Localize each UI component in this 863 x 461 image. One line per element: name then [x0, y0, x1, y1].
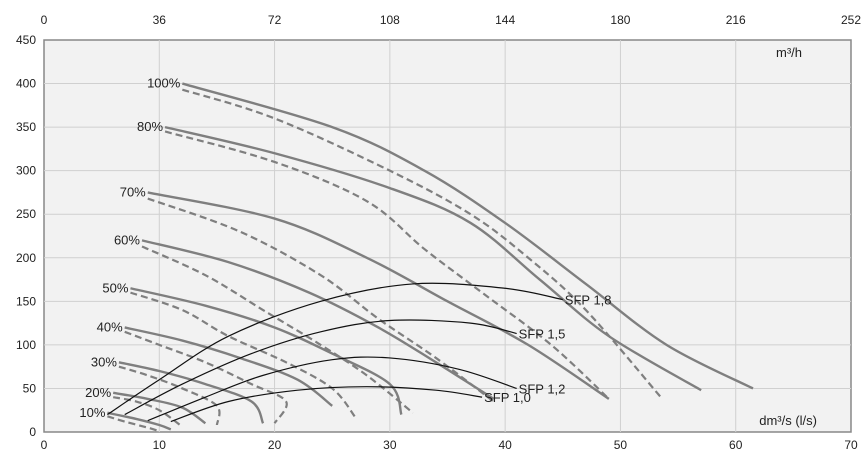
x-tick-label: 40 [498, 438, 512, 452]
speed-curve-solid [112, 391, 207, 425]
sfp-curve [107, 282, 563, 416]
x2-tick-label: 0 [41, 13, 48, 27]
speed-curve-solid [107, 411, 172, 431]
y-tick-label: 50 [23, 381, 37, 395]
speed-curve-solid [182, 82, 754, 390]
speed-curve-solid [147, 191, 610, 400]
sfp-curve [147, 356, 517, 422]
sfp-curve-label: SFP 1,5 [519, 327, 566, 342]
speed-curve-dashed [147, 197, 495, 403]
speed-curve-dashed [124, 330, 288, 424]
speed-curve-solid [164, 125, 702, 392]
x2-tick-label: 72 [268, 13, 282, 27]
y-tick-label: 350 [16, 120, 36, 134]
sfp-curve-label: SFP 1,0 [484, 390, 531, 405]
sfp-curve-label: SFP 1,8 [565, 293, 612, 308]
x-tick-label: 10 [153, 438, 167, 452]
y-tick-label: 400 [16, 77, 36, 91]
y-tick-label: 450 [16, 33, 36, 47]
sfp-curve-label: SFP 1,2 [519, 381, 566, 396]
speed-curve-label: 80% [137, 119, 163, 134]
x2-tick-label: 36 [153, 13, 167, 27]
series-labels: 100% 80% 70% 60% 50% 40% 30% 20% 10% SFP 1,8 SFP 1… [79, 76, 611, 420]
speed-curve-dashed [164, 130, 610, 400]
x2-axis-label: m³/h [776, 45, 802, 60]
sfp-curve [124, 319, 517, 416]
x-tick-label: 0 [41, 438, 48, 452]
speed-curve-label: 20% [85, 385, 111, 400]
speed-curve-solid [118, 361, 265, 424]
grid [44, 40, 851, 432]
x2-tick-label: 144 [495, 13, 515, 27]
sfp-curve [170, 386, 483, 423]
x-axis-label: dm³/s (l/s) [759, 413, 817, 428]
speed-curve-dashed [107, 415, 160, 433]
x-tick-label: 50 [614, 438, 628, 452]
y-tick-label: 0 [29, 425, 36, 439]
speed-curve-label: 100% [147, 76, 181, 91]
tick-labels: 0 50 100 150 200 250 300 350 400 450 0 10 20 30 40 50 60… [16, 13, 861, 452]
speed-curve-dashed [141, 245, 414, 414]
y-tick-label: 100 [16, 338, 36, 352]
x2-tick-label: 180 [610, 13, 630, 27]
speed-curve-dashed [130, 291, 357, 418]
y-tick-label: 150 [16, 294, 36, 308]
speed-curve-solid [130, 287, 403, 416]
speed-curve-label: 50% [102, 280, 128, 295]
speed-curve-label: 60% [114, 232, 140, 247]
speed-curve-label: 70% [120, 184, 146, 199]
x-tick-label: 30 [383, 438, 397, 452]
x2-tick-label: 216 [726, 13, 746, 27]
series [107, 82, 754, 433]
x-tick-label: 60 [729, 438, 743, 452]
x2-tick-label: 252 [841, 13, 861, 27]
x-tick-label: 70 [844, 438, 858, 452]
y-tick-label: 250 [16, 207, 36, 221]
speed-curve-dashed [118, 365, 221, 426]
speed-curve-dashed [182, 88, 662, 398]
y-tick-label: 200 [16, 251, 36, 265]
speed-curve-label: 40% [97, 319, 123, 334]
speed-curve-dashed [112, 396, 183, 428]
speed-curve-label: 30% [91, 354, 117, 369]
speed-curve-label: 10% [79, 405, 105, 420]
y-tick-label: 300 [16, 164, 36, 178]
x2-tick-label: 108 [380, 13, 400, 27]
x-tick-label: 20 [268, 438, 282, 452]
